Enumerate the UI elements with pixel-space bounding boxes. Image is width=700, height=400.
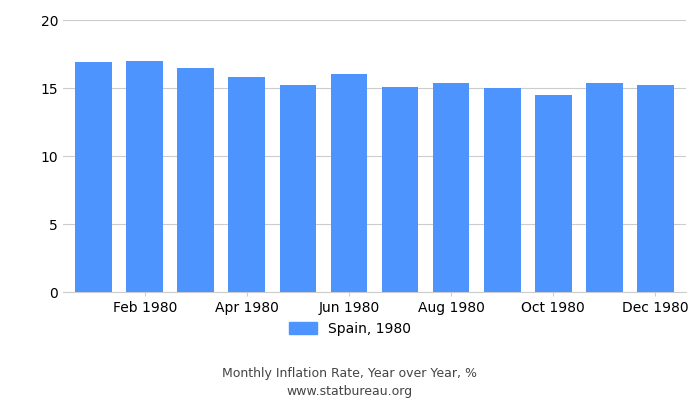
Bar bbox=[382, 87, 419, 292]
Bar bbox=[535, 95, 572, 292]
Text: www.statbureau.org: www.statbureau.org bbox=[287, 386, 413, 398]
Bar bbox=[637, 85, 673, 292]
Bar bbox=[126, 61, 163, 292]
Bar bbox=[228, 77, 265, 292]
Text: Monthly Inflation Rate, Year over Year, %: Monthly Inflation Rate, Year over Year, … bbox=[223, 368, 477, 380]
Bar bbox=[330, 74, 368, 292]
Bar bbox=[433, 82, 470, 292]
Bar bbox=[76, 62, 112, 292]
Bar bbox=[177, 68, 214, 292]
Legend: Spain, 1980: Spain, 1980 bbox=[284, 316, 416, 341]
Bar bbox=[586, 82, 623, 292]
Bar bbox=[279, 85, 316, 292]
Bar bbox=[484, 88, 521, 292]
